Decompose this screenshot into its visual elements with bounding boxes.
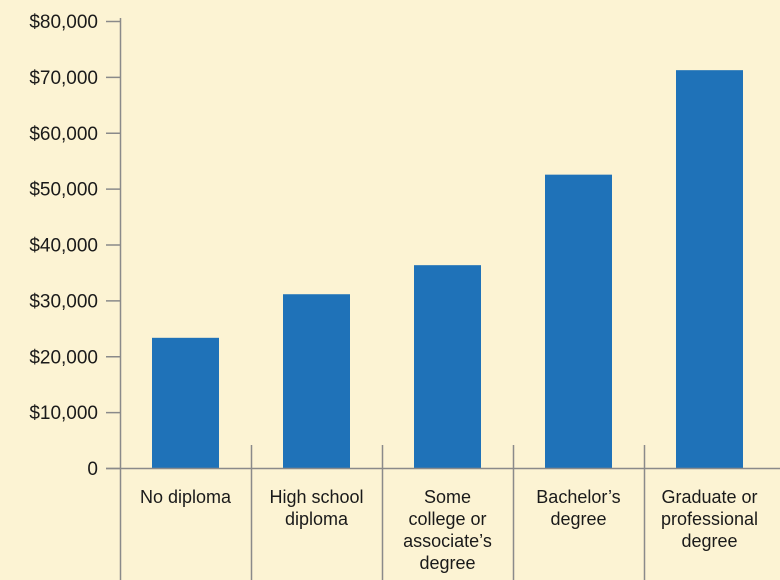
x-tick-label-1-0: High school (269, 487, 363, 507)
bars-group (152, 70, 743, 469)
y-tick-label-1: $10,000 (29, 403, 98, 424)
x-tick-label-1-1: diploma (285, 509, 349, 529)
x-tick-label-2-3: degree (419, 553, 475, 573)
y-tick-label-2: $20,000 (29, 347, 98, 368)
bar-3 (545, 174, 612, 468)
bar-1 (283, 294, 350, 468)
y-tick-label-3: $30,000 (29, 291, 98, 312)
bar-2 (414, 265, 481, 468)
y-tick-label-4: $40,000 (29, 236, 98, 257)
y-tick-label-5: $50,000 (29, 180, 98, 201)
axes-group (106, 18, 780, 580)
y-tick-label-7: $70,000 (29, 68, 98, 89)
bar-0 (152, 337, 219, 468)
y-ticks-group: 0 $10,000 $20,000 $30,000 $40,000 $50,000 $60,… (29, 12, 120, 480)
x-tick-label-4-1: professional (661, 509, 758, 529)
bar-4 (676, 70, 743, 469)
x-tick-label-2-0: Some (424, 487, 471, 507)
x-tick-label-0-0: No diploma (140, 487, 232, 507)
y-tick-label-0: 0 (87, 459, 98, 480)
x-tick-label-3-0: Bachelor’s (536, 487, 620, 507)
x-tick-label-3-1: degree (550, 509, 606, 529)
y-tick-label-6: $60,000 (29, 124, 98, 145)
x-tick-label-4-2: degree (681, 531, 737, 551)
x-tick-label-2-1: college or (408, 509, 486, 529)
x-tick-label-4-0: Graduate or (661, 487, 757, 507)
x-tick-label-2-2: associate’s (403, 531, 492, 551)
y-tick-label-8: $80,000 (29, 12, 98, 33)
